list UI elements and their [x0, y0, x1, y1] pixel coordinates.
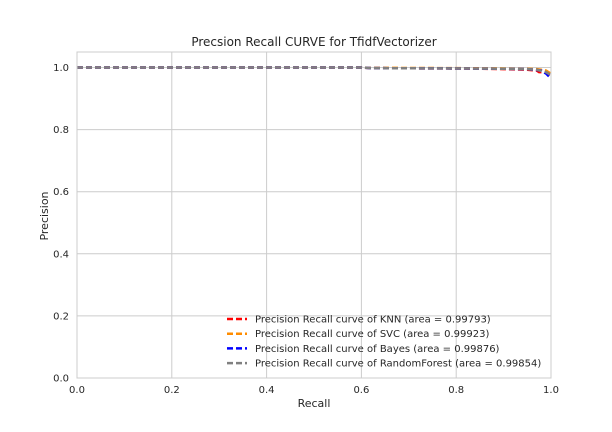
legend-entry: Precision Recall curve of KNN (area = 0.…: [255, 315, 491, 326]
y-tick-label: 0.8: [53, 125, 69, 136]
x-axis-label: Recall: [298, 397, 331, 410]
y-tick-label: 0.4: [53, 249, 69, 260]
legend: Precision Recall curve of KNN (area = 0.…: [227, 315, 541, 370]
y-tick-label: 0.6: [53, 187, 69, 198]
x-tick-label: 1.0: [543, 385, 559, 396]
x-tick-label: 0.6: [353, 385, 369, 396]
plot-area: [77, 52, 551, 378]
y-tick-label: 1.0: [53, 63, 69, 74]
y-tick-labels: 0.0 0.2 0.4 0.6 0.8 1.0: [53, 63, 69, 384]
plot-frame: [76, 51, 552, 379]
legend-entry: Precision Recall curve of SVC (area = 0.…: [255, 329, 489, 340]
series-line-3: [77, 66, 552, 77]
legend-entry: Precision Recall curve of RandomForest (…: [255, 359, 541, 370]
y-axis-label: Precision: [38, 191, 51, 240]
series-lines: [77, 66, 552, 80]
x-tick-label: 0.4: [259, 385, 275, 396]
y-tick-label: 0.0: [53, 374, 69, 385]
legend-entry: Precision Recall curve of Bayes (area = …: [255, 344, 500, 355]
x-tick-label: 0.8: [448, 385, 464, 396]
x-tick-label: 0.2: [164, 385, 180, 396]
x-tick-labels: 0.0 0.2 0.4 0.6 0.8 1.0: [69, 385, 559, 396]
chart-title: Precsion Recall CURVE for TfidfVectorize…: [191, 35, 436, 49]
x-tick-label: 0.0: [69, 385, 85, 396]
y-tick-label: 0.2: [53, 311, 69, 322]
